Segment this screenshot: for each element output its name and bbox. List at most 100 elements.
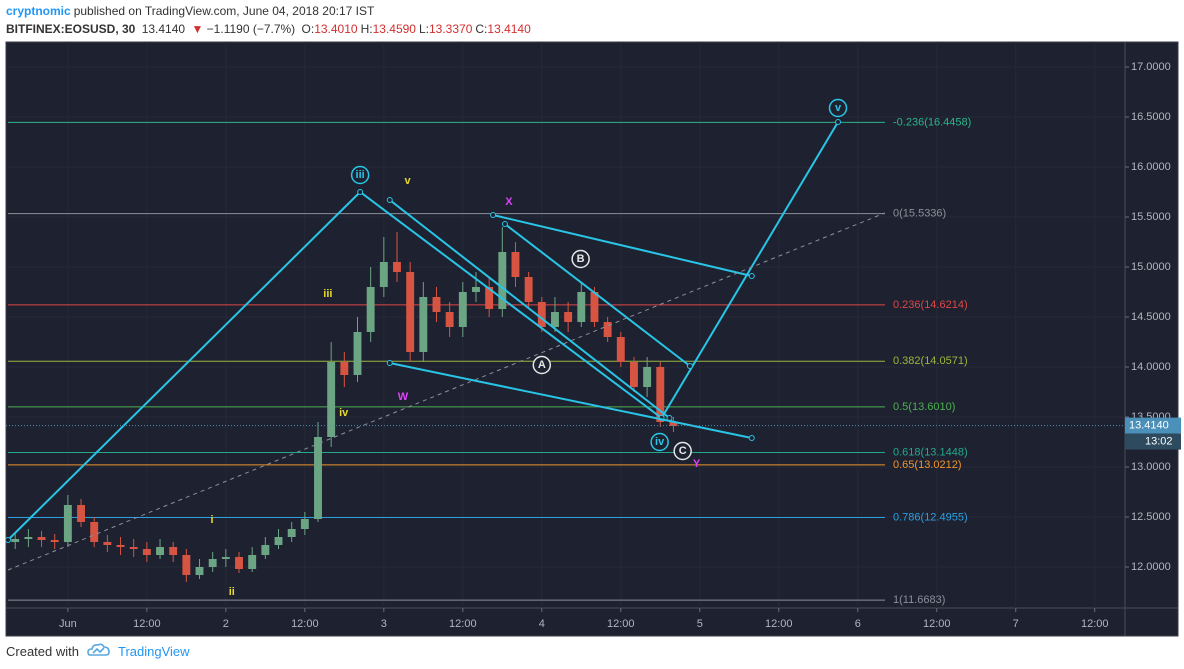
- ohlc-key: H:: [360, 22, 373, 36]
- wave-label: v: [404, 175, 411, 187]
- y-tick-label: 13.0000: [1131, 461, 1171, 473]
- trend-point: [357, 189, 364, 195]
- candle-body: [195, 567, 204, 575]
- x-tick-label: 12:00: [449, 618, 477, 630]
- footer: Created with TradingView: [6, 644, 190, 659]
- annotation-circle: [673, 441, 692, 461]
- candle-body: [393, 262, 401, 272]
- trend-line: [7, 121, 839, 541]
- candle-body: [340, 362, 349, 375]
- candle-body: [472, 287, 480, 292]
- wave-label: iii: [356, 169, 365, 181]
- fib-label: 0.65(13.0212): [893, 459, 962, 471]
- annotation-circle: [571, 249, 590, 269]
- time-tag: [1125, 433, 1181, 450]
- candle-body: [77, 505, 85, 522]
- x-tick-label: 12:00: [133, 618, 161, 630]
- symbol: BITFINEX:EOSUSD, 30: [6, 22, 136, 36]
- fib-label: 0.618(13.1448): [893, 446, 968, 458]
- x-tick-label: 7: [1013, 618, 1019, 630]
- candle-body: [406, 272, 415, 352]
- x-tick-label: 12:00: [923, 618, 951, 630]
- candle-body: [379, 262, 388, 287]
- candle-body: [314, 437, 322, 519]
- candle-body: [327, 362, 336, 437]
- brand[interactable]: TradingView: [118, 644, 190, 659]
- ohlc-value: 13.4010: [314, 22, 358, 36]
- fib-label: 0.236(14.6214): [893, 299, 968, 311]
- y-tick-label: 12.0000: [1131, 561, 1171, 573]
- y-tick-label: 15.0000: [1131, 261, 1171, 273]
- annotation-circle: [828, 98, 848, 118]
- candle-body: [366, 287, 375, 332]
- ohlc: O:13.4010 H:13.4590 L:13.3370 C:13.4140: [302, 22, 534, 36]
- symbol-line: BITFINEX:EOSUSD, 30 13.4140 ▼ −1.1190 (−…: [6, 22, 537, 36]
- candle-body: [37, 537, 46, 540]
- logo-cloud: [87, 643, 110, 656]
- x-tick-label: 12:00: [1081, 618, 1109, 630]
- candle-body: [669, 422, 678, 426]
- wave-label: iv: [655, 436, 665, 448]
- candle-body: [643, 367, 652, 387]
- wave-label: A: [538, 359, 546, 371]
- wave-label: iv: [339, 407, 349, 419]
- trend-point: [686, 363, 693, 369]
- trend-line: [389, 362, 752, 439]
- wave-label: X: [505, 196, 513, 208]
- author[interactable]: cryptnomic: [6, 4, 71, 18]
- candle-body: [511, 252, 520, 277]
- ohlc-value: 13.4590: [372, 22, 416, 36]
- candle-body: [221, 557, 230, 559]
- y-tick-label: 16.5000: [1131, 111, 1171, 123]
- price: 13.4140: [141, 22, 186, 36]
- candle-body: [564, 312, 573, 322]
- candle-body: [156, 547, 164, 555]
- trend-line: [7, 212, 885, 571]
- wave-label: ii: [229, 586, 235, 598]
- candle-body: [656, 367, 665, 422]
- trend-point: [386, 360, 393, 366]
- wave-label: B: [577, 253, 585, 265]
- x-tick-label: 12:00: [291, 618, 319, 630]
- candle-body: [353, 332, 362, 375]
- trend-point: [490, 212, 497, 218]
- wave-label: iii: [323, 288, 332, 300]
- candle-body: [445, 312, 454, 327]
- price-tag-label: 13.4140: [1129, 420, 1169, 432]
- trend-point: [386, 197, 393, 203]
- candle-body: [419, 297, 428, 352]
- wave-label: C: [679, 445, 687, 457]
- header-line: cryptnomic published on TradingView.com, …: [6, 4, 377, 18]
- candle-body: [50, 540, 59, 542]
- y-tick-label: 15.5000: [1131, 211, 1171, 223]
- trend-point: [748, 435, 755, 441]
- x-tick-label: Jun: [59, 618, 77, 630]
- trend-point: [835, 119, 842, 125]
- candle-body: [129, 547, 138, 549]
- candle-body: [458, 292, 467, 327]
- candle-body: [182, 555, 191, 575]
- ohlc-key: O:: [301, 22, 315, 36]
- annotation-circle: [350, 165, 370, 185]
- tradingview-logo: [87, 643, 110, 656]
- candle-body: [103, 542, 112, 545]
- candle-body: [603, 322, 612, 337]
- created-with: Created with: [6, 644, 79, 659]
- candle-body: [261, 545, 270, 555]
- plot-background: [5, 41, 1179, 637]
- x-tick-label: 6: [855, 618, 861, 630]
- y-tick-label: 14.5000: [1131, 311, 1171, 323]
- trend-line: [389, 199, 671, 419]
- published: published on TradingView.com, June 04, 2…: [73, 4, 375, 18]
- candle-body: [577, 292, 586, 322]
- candle-body: [169, 547, 178, 555]
- candle-body: [524, 277, 533, 302]
- candle-body: [485, 287, 494, 309]
- annotation-circle: [650, 432, 669, 452]
- candle-body: [142, 549, 151, 555]
- candle-body: [274, 537, 283, 545]
- plot-layer: [6, 42, 1125, 608]
- candle-body: [90, 522, 99, 542]
